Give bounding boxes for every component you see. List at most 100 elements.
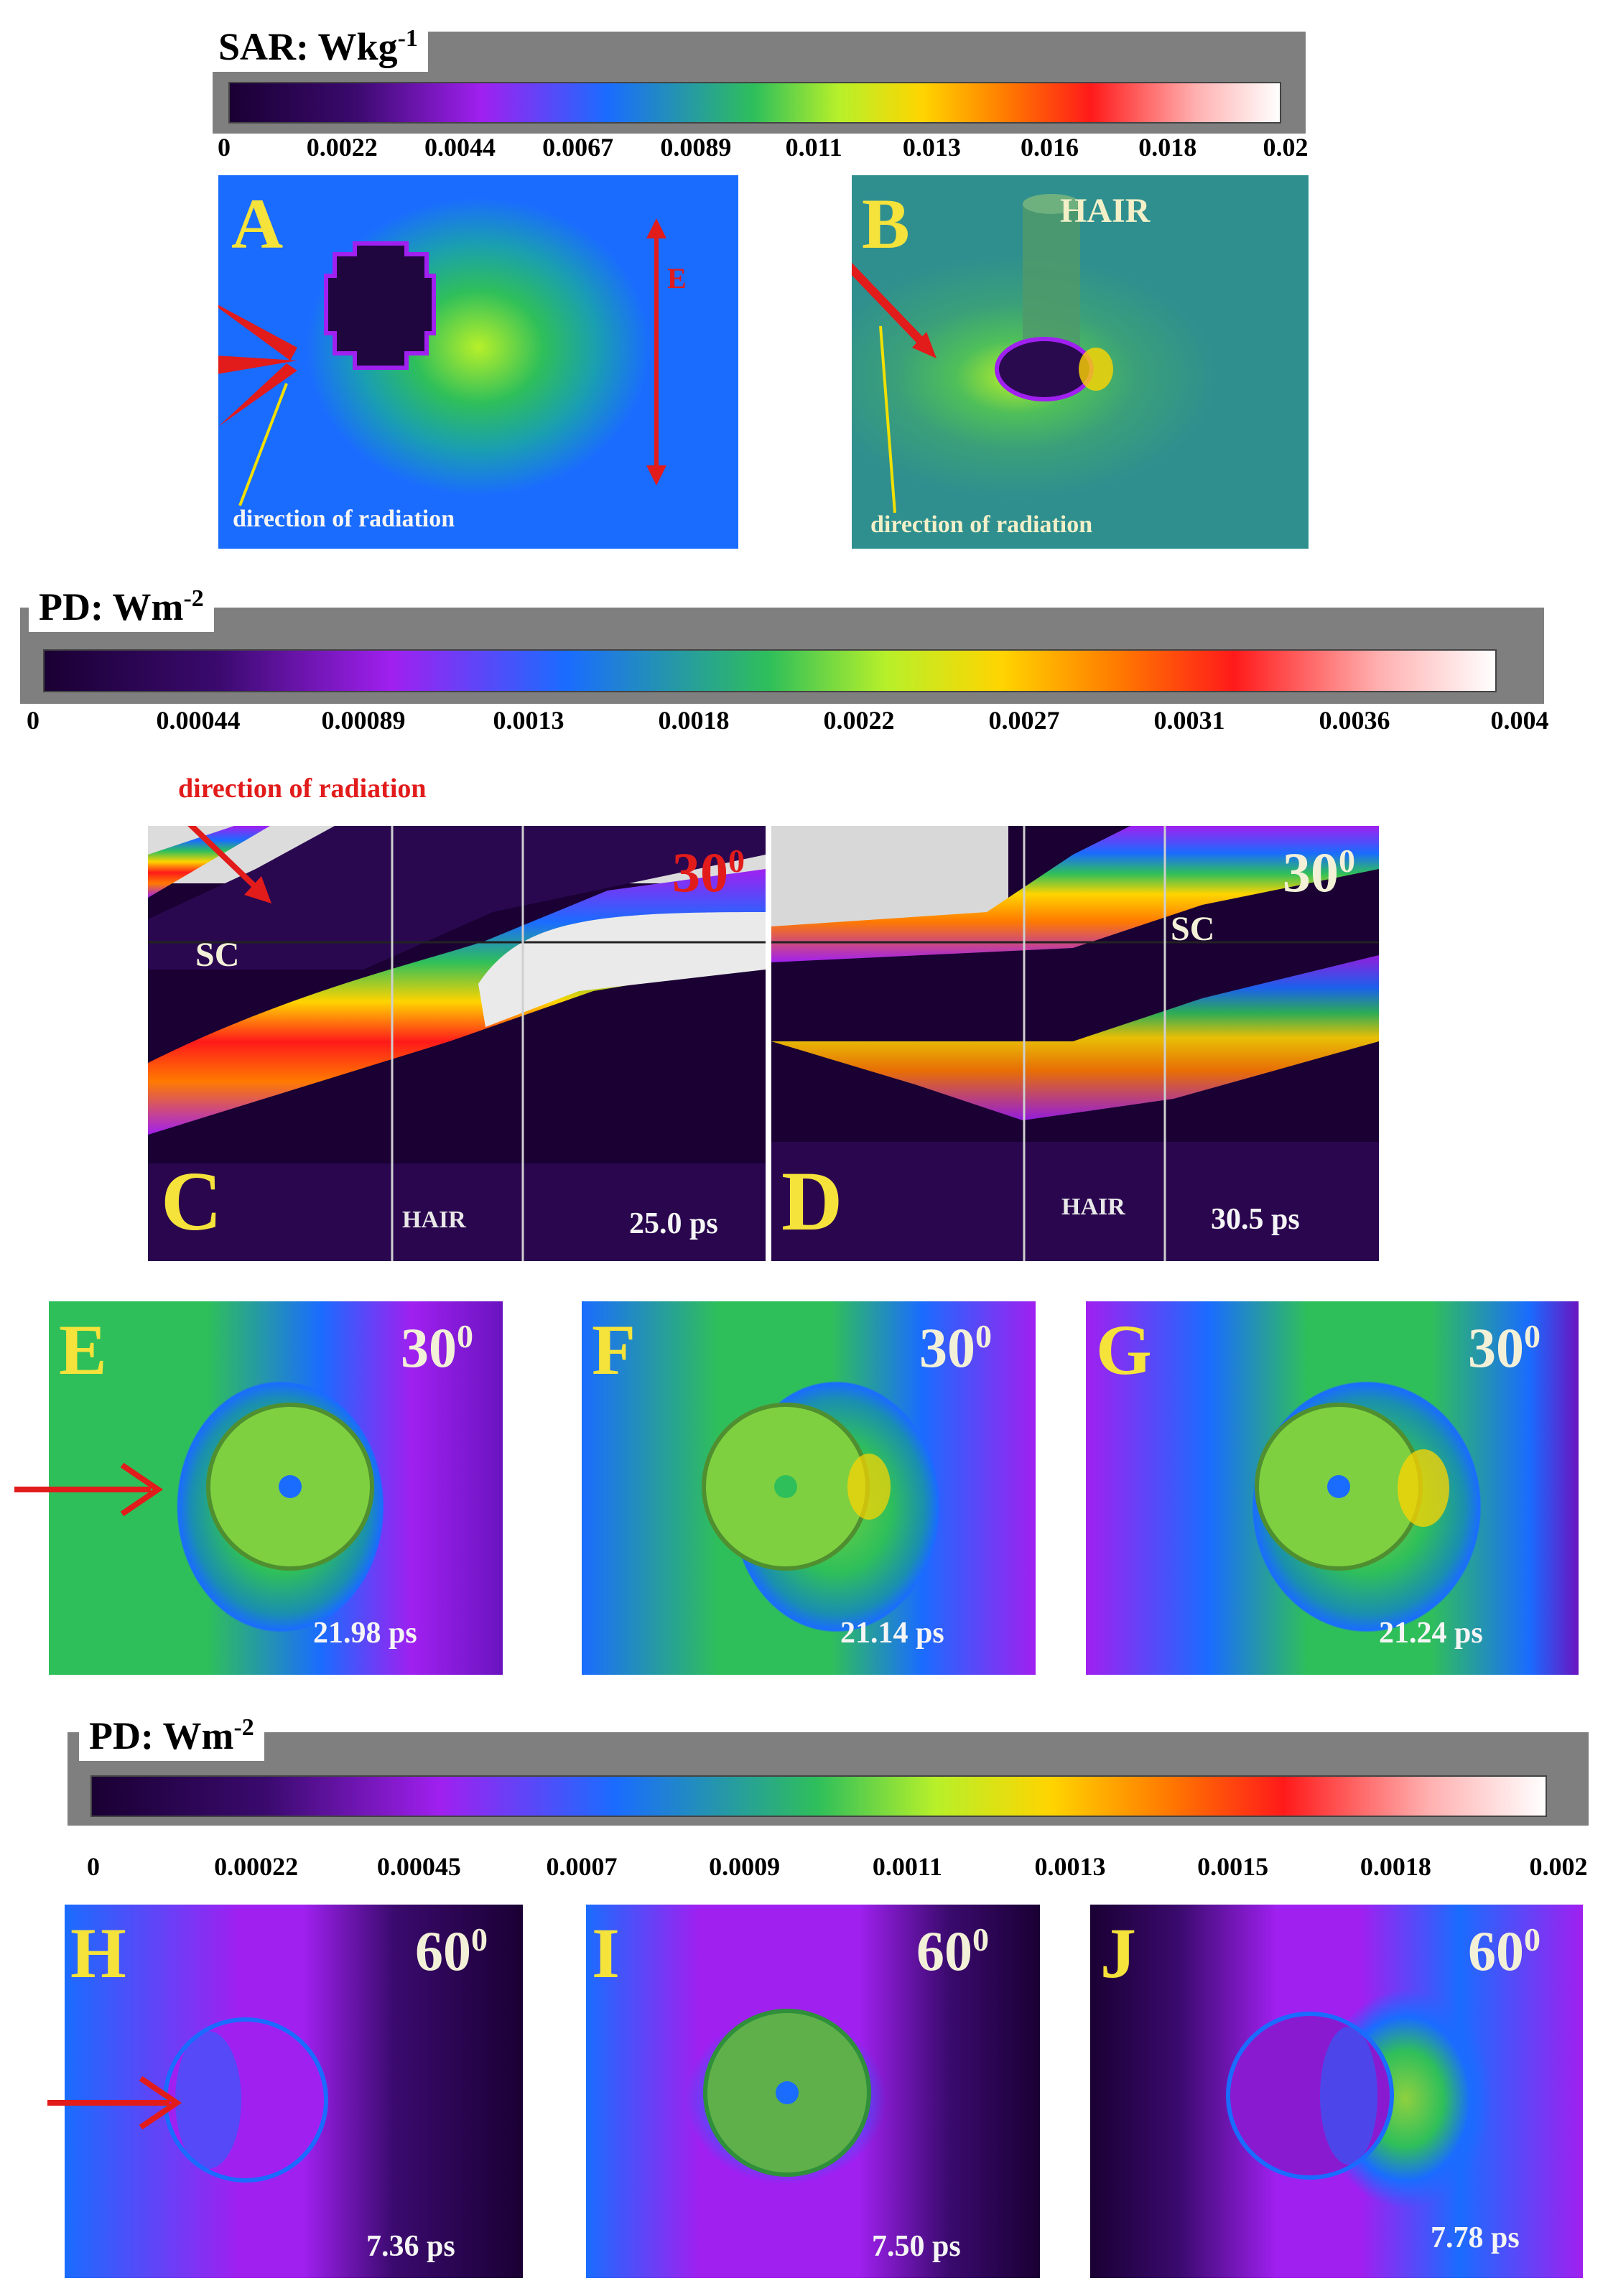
pd2-tick-label: 0.00022 [214,1852,299,1881]
panel-c-graphics [148,826,766,1261]
sar-tick-label: 0.02 [1263,133,1309,162]
panel-a-direction-note: direction of radiation [233,506,455,532]
pd1-tick-label: 0.00089 [321,706,406,735]
hair-base [995,337,1094,401]
pd2-colorbar-gradient [90,1775,1547,1817]
hair-cylinder [1023,204,1080,362]
panel-c-hair-label: HAIR [402,1207,466,1233]
panel-i-time: 7.50 ps [872,2230,961,2263]
panel-a-graphics [218,218,666,506]
panel-g-time: 21.24 ps [1379,1617,1483,1650]
pd2-tick-label: 0 [87,1852,100,1881]
e-field-label: E [667,262,687,294]
panel-d: D 300 SC HAIR 30.5 ps [771,826,1379,1261]
pd2-tick-label: 0.0013 [1034,1852,1106,1881]
panel-j: J 600 7.78 ps [1090,1905,1583,2278]
panel-j-graphics [1226,2012,1394,2180]
panel-c-angle: 300 [672,841,745,903]
panel-f-graphics [702,1403,891,1571]
panel-c-sc-label: SC [195,936,240,974]
panel-h-graphics [163,2017,328,2183]
sar-tick-label: 0.011 [785,133,842,162]
sar-tick-label: 0.016 [1021,133,1079,162]
pd1-tick-label: 0.0013 [493,706,564,735]
pd1-colorbar-title: PD: Wm-2 [29,582,214,632]
wave-band-lower [771,955,1379,1120]
hot-spot [478,912,766,1027]
panel-b-direction-note: direction of radiation [870,511,1093,538]
panel-i-graphics [703,2009,871,2177]
panel-i-label: I [592,1913,620,1993]
panel-g-angle: 300 [1468,1316,1540,1379]
pd2-tick-label: 0.0009 [709,1852,781,1881]
panel-d-graphics [771,826,1379,1261]
pd1-tick-label: 0.0018 [658,706,730,735]
panel-e-label: E [59,1310,107,1390]
panel-b-graphics [852,194,1113,513]
wave-band-top [148,826,270,898]
sar-tick-label: 0.0067 [542,133,614,162]
panel-d-time: 30.5 ps [1211,1203,1300,1236]
sar-tick-label: 0.0044 [424,133,496,162]
pd2-tick-label: 0.0007 [546,1852,618,1881]
pd1-tick-label: 0.0027 [988,706,1060,735]
panel-e-time: 21.98 ps [313,1617,417,1650]
panel-f-angle: 300 [919,1316,992,1379]
cd-direction-note: direction of radiation [178,773,427,804]
panel-g-graphics [1255,1403,1449,1571]
pd1-tick-label: 0.0022 [823,706,895,735]
panel-h-time: 7.36 ps [366,2230,455,2263]
panel-c: C 300 SC HAIR 25.0 ps [148,826,766,1261]
pd1-colorbar-gradient [43,649,1497,692]
panel-f-label: F [592,1310,636,1390]
sar-tick-label: 0.0022 [306,133,378,162]
pd1-tick-label: 0.0031 [1153,706,1225,735]
sar-tick-label: 0.0089 [660,133,732,162]
radiation-arrow [187,826,261,893]
panel-d-label: D [781,1154,843,1248]
panel-i-angle: 600 [916,1920,989,1982]
panel-f-time: 21.14 ps [840,1617,944,1650]
sar-colorbar-title: SAR: Wkg-1 [208,22,428,72]
pd2-tick-label: 0.0018 [1360,1852,1431,1881]
incident-arrow-h [47,2076,182,2130]
sar-tick-label: 0.013 [902,133,961,162]
pd1-tick-label: 0.004 [1490,706,1549,735]
sar-colorbar-gradient [228,82,1281,124]
pd2-tick-label: 0.0011 [872,1852,942,1881]
pd1-tick-label: 0 [27,706,39,735]
pd2-tick-label: 0.002 [1529,1852,1588,1881]
hair-label: HAIR [1060,192,1151,230]
panel-i: I 600 7.50 ps [586,1905,1040,2278]
radiation-direction-line [879,325,896,513]
pd2-tick-label: 0.00045 [376,1852,461,1881]
panel-d-angle: 300 [1283,841,1355,903]
panel-a: A E direction of radiation [218,175,738,549]
sar-tick-label: 0.018 [1138,133,1197,162]
incident-arrow-e [14,1462,164,1517]
panel-b: B HAIR direction of radiation [852,175,1309,549]
panel-h-label: H [70,1913,126,1993]
panel-j-label: J [1100,1913,1136,1993]
panel-d-sc-label: SC [1171,910,1215,948]
panel-d-hair-label: HAIR [1061,1194,1125,1220]
scatterer-shape [324,241,436,370]
panel-h-angle: 600 [415,1920,488,1982]
panel-j-angle: 600 [1468,1920,1540,1982]
panel-b-label: B [862,184,910,264]
wave-band-upper [148,826,766,970]
radiation-arrow-mid [218,355,297,374]
panel-e-angle: 300 [401,1316,473,1379]
radiation-arrow-bottom [218,363,297,427]
panel-c-time: 25.0 ps [629,1207,718,1240]
panel-f: F 300 21.14 ps [582,1301,1036,1675]
panel-g: G 300 21.24 ps [1086,1301,1579,1675]
pd1-tick-label: 0.0036 [1319,706,1390,735]
wave-band-top [771,826,1379,962]
radiation-arrow-top [218,305,297,361]
pd2-tick-label: 0.0015 [1197,1852,1269,1881]
panel-a-label: A [231,184,284,264]
panel-e-graphics [206,1403,374,1571]
panel-c-label: C [161,1154,223,1248]
sar-tick-label: 0 [218,133,231,162]
